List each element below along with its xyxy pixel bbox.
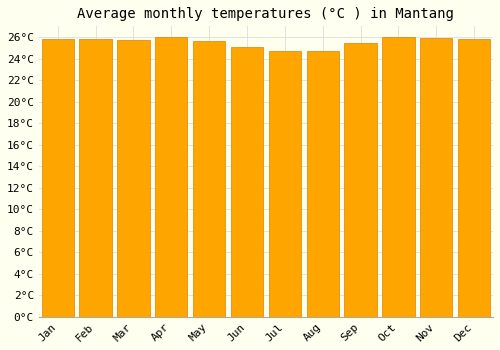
Bar [420,38,452,317]
Bar [155,37,188,317]
Bar [458,39,490,317]
Bar [118,40,150,317]
Bar [193,41,225,317]
Bar [269,51,301,317]
Title: Average monthly temperatures (°C ) in Mantang: Average monthly temperatures (°C ) in Ma… [78,7,454,21]
Bar [344,43,376,317]
Bar [42,39,74,317]
Bar [382,37,414,317]
Bar [231,47,263,317]
Bar [80,39,112,317]
Bar [306,51,339,317]
